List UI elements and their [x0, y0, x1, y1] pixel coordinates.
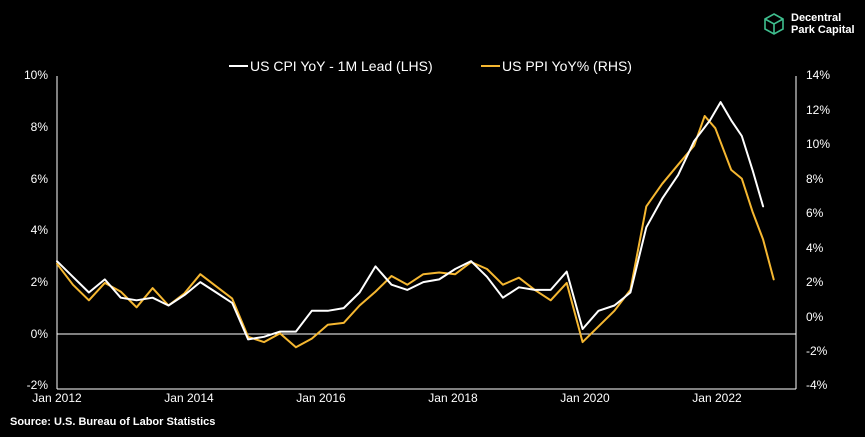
right-tick-label: 10% — [806, 137, 830, 151]
legend-label-ppi: US PPI YoY% (RHS) — [502, 58, 632, 74]
right-tick-label: 4% — [806, 241, 824, 255]
left-tick-label: 2% — [31, 275, 49, 289]
right-tick-label: 12% — [806, 103, 830, 117]
right-tick-label: 2% — [806, 275, 824, 289]
brand-line-2: Park Capital — [791, 24, 855, 36]
x-tick-label: Jan 2018 — [428, 391, 478, 405]
brand-name: Decentral Park Capital — [791, 12, 855, 36]
right-tick-label: 14% — [806, 68, 830, 82]
right-tick-label: 6% — [806, 206, 824, 220]
x-tick-label: Jan 2012 — [32, 391, 82, 405]
right-tick-label: -2% — [806, 344, 828, 358]
left-tick-label: 0% — [31, 327, 49, 341]
legend-label-cpi: US CPI YoY - 1M Lead (LHS) — [250, 58, 433, 74]
left-tick-label: 10% — [24, 68, 48, 82]
right-tick-label: -4% — [806, 378, 828, 392]
x-tick-label: Jan 2022 — [692, 391, 742, 405]
x-tick-labels: Jan 2012 Jan 2014 Jan 2016 Jan 2018 Jan … — [32, 391, 742, 405]
left-tick-label: 6% — [31, 172, 49, 186]
left-tick-label: 8% — [31, 120, 49, 134]
legend: US CPI YoY - 1M Lead (LHS) US PPI YoY% (… — [229, 58, 632, 74]
left-tick-label: -2% — [27, 378, 49, 392]
brand-logo: Decentral Park Capital — [762, 12, 855, 36]
right-tick-label: 8% — [806, 172, 824, 186]
source-note: Source: U.S. Bureau of Labor Statistics — [10, 416, 216, 428]
x-tick-label: Jan 2016 — [296, 391, 346, 405]
series-line-cpi — [56, 101, 765, 341]
left-tick-labels: 10% 8% 6% 4% 2% 0% -2% — [24, 68, 48, 392]
cube-icon — [764, 13, 784, 35]
x-tick-label: Jan 2014 — [164, 391, 214, 405]
right-tick-labels: 14% 12% 10% 8% 6% 4% 2% 0% -2% -4% — [806, 68, 830, 392]
series-line-ppi — [56, 115, 775, 349]
brand-line-1: Decentral — [791, 12, 842, 24]
right-tick-label: 0% — [806, 310, 824, 324]
x-tick-label: Jan 2020 — [560, 391, 610, 405]
left-tick-label: 4% — [31, 223, 49, 237]
